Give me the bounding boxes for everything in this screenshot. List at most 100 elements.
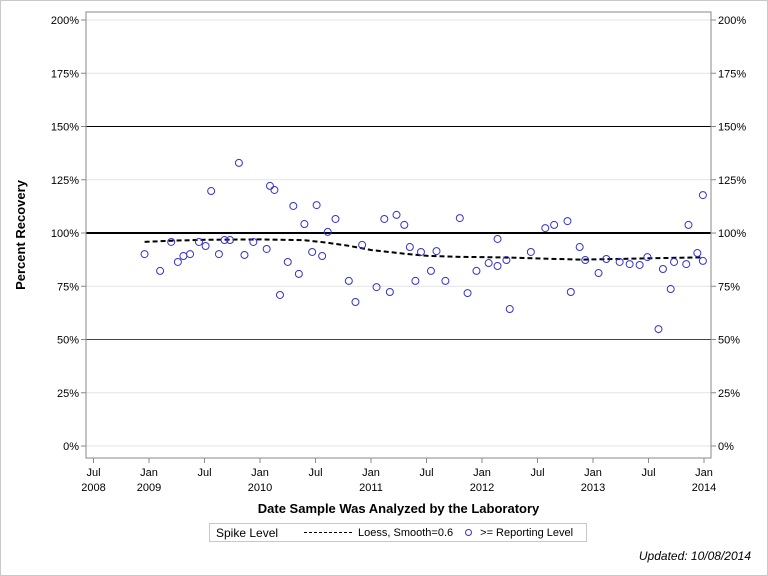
loess-line [144, 238, 703, 261]
plot-area [85, 11, 712, 459]
data-point [455, 214, 464, 223]
data-point [502, 256, 511, 265]
data-point [351, 298, 360, 307]
data-point [207, 187, 216, 196]
updated-date: Updated: 10/08/2014 [638, 549, 751, 563]
data-point [179, 252, 188, 261]
data-point [581, 256, 590, 265]
data-point [344, 276, 353, 285]
data-point [234, 158, 243, 167]
data-point [693, 249, 702, 258]
x-tick-label: Jan [473, 467, 491, 479]
data-point [594, 269, 603, 278]
data-point [294, 269, 303, 278]
data-point [670, 257, 679, 266]
data-point [194, 237, 203, 246]
data-point [411, 276, 420, 285]
data-point [323, 227, 332, 236]
legend-loess-swatch [304, 532, 353, 533]
y-tick-label: 100% [51, 228, 79, 240]
data-point [308, 247, 317, 256]
legend-title: Spike Level [216, 525, 279, 540]
x-tick-label: Jul [197, 467, 211, 479]
data-point [416, 247, 425, 256]
data-point [201, 241, 210, 250]
x-tick-year-label: 2009 [137, 482, 161, 494]
data-point [625, 260, 634, 269]
data-point [575, 243, 584, 252]
data-point [666, 285, 675, 294]
data-point [392, 210, 401, 219]
y-tick-label-right: 150% [718, 122, 746, 134]
data-point [472, 266, 481, 275]
data-point [550, 220, 559, 229]
data-point [602, 254, 611, 263]
data-point [698, 256, 707, 265]
data-point [240, 250, 249, 259]
x-tick-label: Jan [695, 467, 713, 479]
data-point [441, 276, 450, 285]
y-tick-label-right: 75% [718, 281, 740, 293]
x-tick-label: Jul [530, 467, 544, 479]
data-point [698, 191, 707, 200]
data-point [167, 237, 176, 246]
data-point [426, 266, 435, 275]
data-point [400, 220, 409, 229]
y-tick-label-right: 0% [718, 441, 734, 453]
data-point [265, 181, 274, 190]
legend-loess-label: Loess, Smooth=0.6 [358, 526, 454, 539]
data-point [156, 266, 165, 275]
x-tick-label: Jul [641, 467, 655, 479]
data-point [493, 234, 502, 243]
data-point [654, 325, 663, 334]
data-point [226, 236, 235, 245]
data-point [635, 260, 644, 269]
data-point [432, 247, 441, 256]
data-point [173, 257, 182, 266]
y-tick-label-right: 25% [718, 388, 740, 400]
data-point [526, 247, 535, 256]
y-tick-label: 75% [57, 281, 79, 293]
data-point [684, 220, 693, 229]
data-point [493, 262, 502, 271]
y-tick-label-right: 50% [718, 335, 740, 347]
data-point [140, 250, 149, 259]
x-tick-label: Jan [584, 467, 602, 479]
data-point [283, 257, 292, 266]
data-point [270, 185, 279, 194]
data-point [372, 283, 381, 292]
x-tick-year-label: 2011 [359, 482, 383, 494]
y-tick-label: 0% [63, 441, 79, 453]
data-point [358, 240, 367, 249]
data-point [385, 288, 394, 297]
y-tick-label-right: 125% [718, 175, 746, 187]
data-point [541, 224, 550, 233]
x-tick-label: Jul [419, 467, 433, 479]
x-tick-label: Jul [308, 467, 322, 479]
y-tick-label: 125% [51, 175, 79, 187]
y-tick-label: 200% [51, 15, 79, 27]
data-point [300, 220, 309, 229]
y-tick-label-right: 100% [718, 228, 746, 240]
data-point [563, 217, 572, 226]
y-tick-label-right: 200% [718, 15, 746, 27]
legend-point-swatch [465, 529, 473, 536]
data-point [505, 305, 514, 314]
x-tick-label: Jan [251, 467, 269, 479]
x-tick-year-label: 2008 [81, 482, 105, 494]
x-tick-label: Jan [362, 467, 380, 479]
y-tick-label: 25% [57, 388, 79, 400]
y-tick-label: 150% [51, 122, 79, 134]
data-point [214, 250, 223, 259]
data-point [318, 252, 327, 261]
data-point [331, 214, 340, 223]
data-point [186, 250, 195, 259]
data-point [249, 237, 258, 246]
y-tick-label: 175% [51, 68, 79, 80]
legend-point-label: >= Reporting Level [480, 526, 574, 539]
data-point [220, 236, 229, 245]
data-point [289, 201, 298, 210]
x-tick-year-label: 2010 [248, 482, 272, 494]
x-tick-year-label: 2013 [581, 482, 605, 494]
